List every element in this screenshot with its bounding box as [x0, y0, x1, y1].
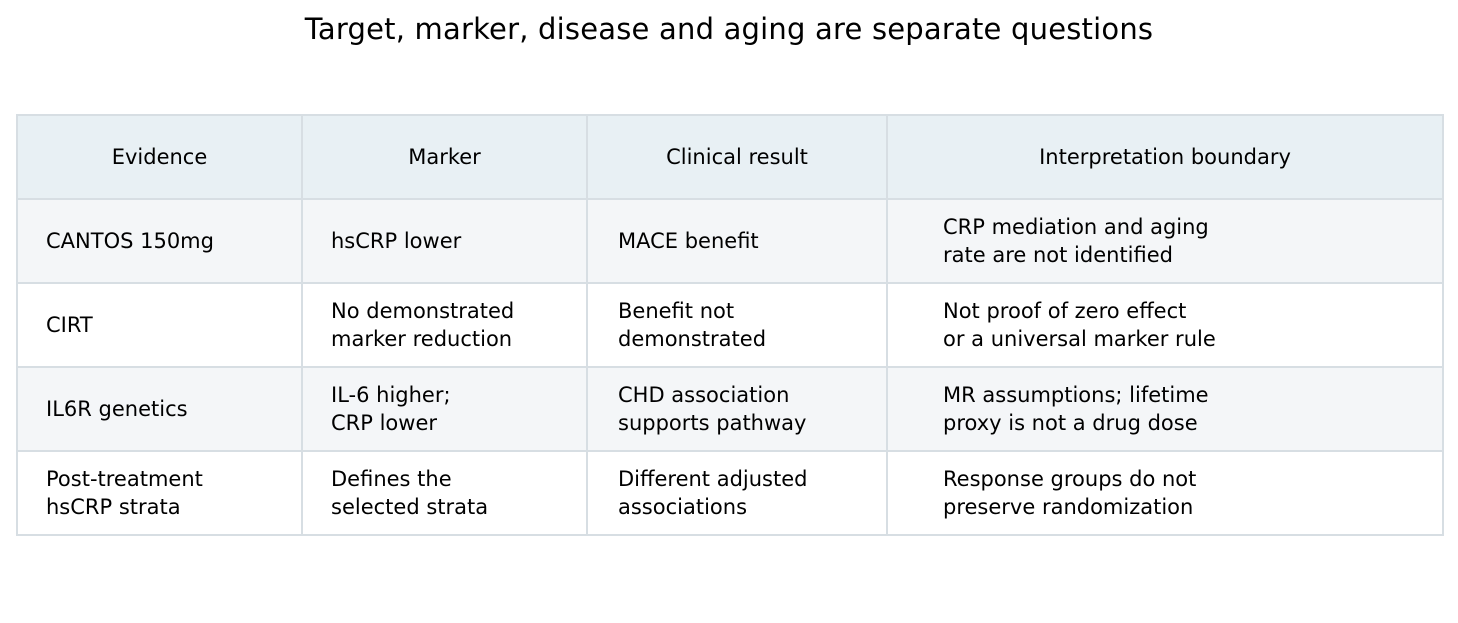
cell-text: IL-6 higher; CRP lower — [331, 383, 451, 435]
evidence-table: Evidence Marker Clinical result Interpre… — [16, 114, 1444, 536]
cell-text: CHD association supports pathway — [618, 383, 807, 435]
cell-text: Defines the selected strata — [331, 467, 489, 519]
table-cell: CIRT — [16, 282, 303, 368]
column-header-interpretation-boundary: Interpretation boundary — [886, 114, 1444, 200]
table-title: Target, marker, disease and aging are se… — [304, 12, 1154, 46]
cell-text: IL6R genetics — [46, 397, 188, 421]
table-cell: IL6R genetics — [16, 366, 303, 452]
table-header-row: Evidence Marker Clinical result Interpre… — [16, 114, 1444, 200]
table-row: IL6R genetics IL-6 higher; CRP lower CHD… — [16, 366, 1444, 452]
cell-text: Not proof of zero effect or a universal … — [943, 299, 1216, 351]
table-cell: Benefit not demonstrated — [586, 282, 888, 368]
cell-text: hsCRP lower — [331, 229, 462, 253]
cell-text: No demonstrated marker reduction — [331, 299, 515, 351]
column-header-marker: Marker — [301, 114, 588, 200]
table-row: CIRT No demonstrated marker reduction Be… — [16, 282, 1444, 368]
cell-text: Response groups do not preserve randomiz… — [943, 467, 1197, 519]
table-cell: Not proof of zero effect or a universal … — [886, 282, 1444, 368]
column-header-clinical-result: Clinical result — [586, 114, 888, 200]
table-row: Post-treatment hsCRP strata Defines the … — [16, 450, 1444, 536]
cell-text: CRP mediation and aging rate are not ide… — [943, 215, 1209, 267]
cell-text: Different adjusted associations — [618, 467, 808, 519]
table-cell: hsCRP lower — [301, 198, 588, 284]
cell-text: MACE benefit — [618, 229, 759, 253]
table-cell: Response groups do not preserve randomiz… — [886, 450, 1444, 536]
table-cell: MACE benefit — [586, 198, 888, 284]
column-header-evidence: Evidence — [16, 114, 303, 200]
table-cell: CANTOS 150mg — [16, 198, 303, 284]
table-cell: CHD association supports pathway — [586, 366, 888, 452]
cell-text: MR assumptions; lifetime proxy is not a … — [943, 383, 1209, 435]
table-cell: Different adjusted associations — [586, 450, 888, 536]
cell-text: CANTOS 150mg — [46, 229, 214, 253]
table-cell: Post-treatment hsCRP strata — [16, 450, 303, 536]
table-cell: CRP mediation and aging rate are not ide… — [886, 198, 1444, 284]
table-row: CANTOS 150mg hsCRP lower MACE benefit CR… — [16, 198, 1444, 284]
cell-text: Benefit not demonstrated — [618, 299, 767, 351]
table-cell: IL-6 higher; CRP lower — [301, 366, 588, 452]
cell-text: CIRT — [46, 313, 93, 337]
table-cell: No demonstrated marker reduction — [301, 282, 588, 368]
table-cell: MR assumptions; lifetime proxy is not a … — [886, 366, 1444, 452]
cell-text: Post-treatment hsCRP strata — [46, 467, 203, 519]
table-cell: Defines the selected strata — [301, 450, 588, 536]
